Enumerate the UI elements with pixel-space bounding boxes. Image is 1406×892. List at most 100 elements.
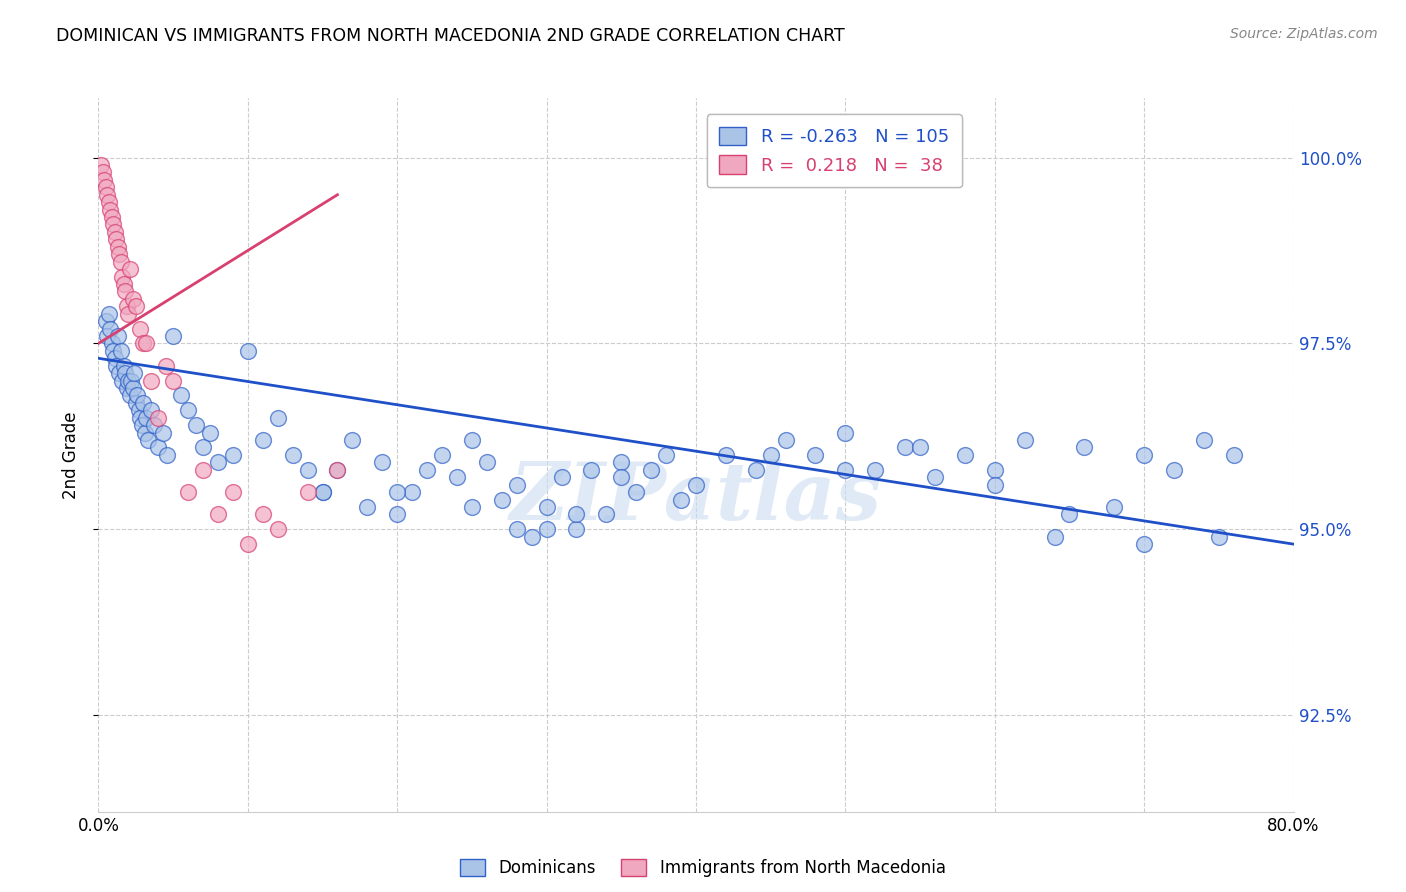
Point [385,485,409,500]
Point [1043,530,1066,544]
Point [581,463,603,477]
Point [236,537,259,551]
Point [491,492,513,507]
Y-axis label: 2nd Grade: 2nd Grade [62,411,80,499]
Point [550,470,572,484]
Point [120,374,142,388]
Point [1133,537,1156,551]
Point [834,425,856,440]
Point [894,441,917,455]
Point [136,433,159,447]
Point [162,329,184,343]
Point [139,374,162,388]
Point [984,463,1007,477]
Point [94,180,117,194]
Point [118,262,141,277]
Point [100,321,122,335]
Point [127,388,149,402]
Point [356,500,378,514]
Point [461,433,484,447]
Point [1163,463,1185,477]
Point [200,425,222,440]
Point [94,314,117,328]
Point [118,388,141,402]
Point [115,299,138,313]
Point [139,403,162,417]
Point [461,500,484,514]
Point [775,433,797,447]
Point [326,463,349,477]
Point [131,418,153,433]
Point [311,485,333,500]
Legend: R = -0.263   N = 105, R =  0.218   N =  38: R = -0.263 N = 105, R = 0.218 N = 38 [707,114,962,187]
Point [236,343,259,358]
Point [108,247,131,261]
Point [107,329,129,343]
Legend: Dominicans, Immigrants from North Macedonia: Dominicans, Immigrants from North Macedo… [454,852,952,884]
Point [117,307,139,321]
Point [125,396,148,410]
Point [1014,433,1036,447]
Point [1073,441,1095,455]
Point [177,485,200,500]
Point [1208,530,1230,544]
Point [371,455,394,469]
Point [759,448,782,462]
Point [101,210,124,224]
Point [626,485,648,500]
Point [281,448,304,462]
Point [1192,433,1215,447]
Point [121,292,143,306]
Point [111,374,134,388]
Point [103,343,125,358]
Point [111,269,134,284]
Point [112,359,135,373]
Point [1059,508,1081,522]
Point [148,410,170,425]
Point [610,455,633,469]
Point [117,374,139,388]
Point [110,254,132,268]
Point [267,410,290,425]
Point [134,425,156,440]
Point [385,508,409,522]
Point [655,448,678,462]
Point [152,425,174,440]
Point [135,336,157,351]
Point [610,470,633,484]
Point [536,500,558,514]
Point [114,366,136,380]
Point [108,366,131,380]
Point [103,218,125,232]
Point [297,463,319,477]
Point [101,336,124,351]
Point [124,366,146,380]
Point [169,388,191,402]
Point [430,448,453,462]
Point [595,508,617,522]
Point [446,470,468,484]
Point [112,277,135,291]
Point [191,441,214,455]
Point [90,158,112,172]
Point [416,463,439,477]
Point [326,463,349,477]
Point [128,403,150,417]
Text: Source: ZipAtlas.com: Source: ZipAtlas.com [1230,27,1378,41]
Point [297,485,319,500]
Point [155,359,177,373]
Point [110,343,132,358]
Point [132,336,155,351]
Point [669,492,692,507]
Point [100,202,122,217]
Point [953,448,976,462]
Point [745,463,768,477]
Point [924,470,946,484]
Point [984,477,1007,491]
Point [506,522,529,536]
Point [311,485,333,500]
Point [142,418,165,433]
Point [125,299,148,313]
Point [121,381,143,395]
Point [156,448,179,462]
